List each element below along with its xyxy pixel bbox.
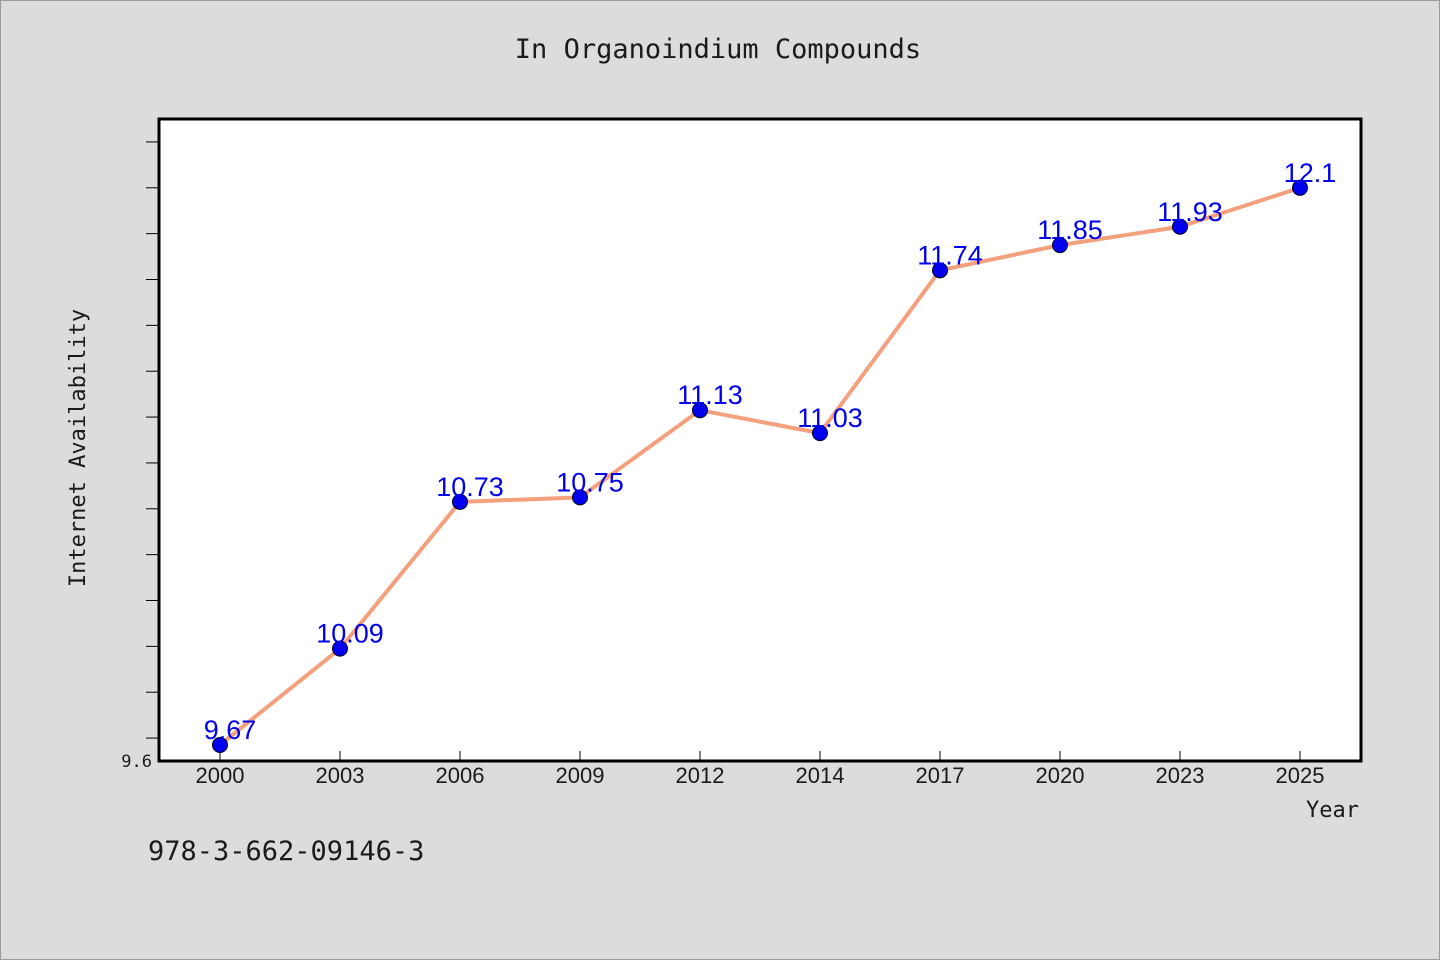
y-tick-label: 9.6 — [121, 752, 152, 772]
data-point — [572, 489, 588, 506]
data-point — [1292, 179, 1308, 196]
x-tick-label: 2003 — [316, 763, 365, 788]
data-point — [1052, 237, 1068, 254]
x-tick-label: 2012 — [676, 763, 725, 788]
data-point — [212, 736, 228, 753]
x-axis-ticks: 2000 2003 2006 2009 2012 2014 2017 2020 2023 2025 — [196, 751, 1325, 788]
x-tick-label: 2017 — [916, 763, 965, 788]
y-axis-title: Internet Availability — [66, 309, 91, 587]
x-tick-label: 2009 — [556, 763, 605, 788]
data-point — [692, 402, 708, 419]
x-tick-label: 2006 — [436, 763, 485, 788]
data-point — [932, 262, 948, 279]
data-label: 11.03 — [797, 403, 863, 433]
x-tick-label: 2014 — [796, 763, 845, 788]
isbn-caption: 978-3-662-09146-3 — [148, 836, 425, 867]
plot-area — [157, 117, 1363, 763]
x-axis-title: Year — [1306, 798, 1359, 823]
y-axis-ticks: 9.6 — [121, 141, 159, 772]
data-point — [812, 425, 828, 442]
x-tick-label: 2023 — [1156, 763, 1205, 788]
x-tick-label: 2020 — [1036, 763, 1085, 788]
data-label: 12.1 — [1284, 158, 1337, 188]
data-label: 10.75 — [556, 467, 624, 497]
data-label: 11.85 — [1037, 215, 1103, 245]
data-label: 10.09 — [316, 619, 384, 649]
data-labels-layer: 9.67 10.09 10.73 10.75 11.13 11.03 11.74 11.85 1… — [204, 158, 1337, 745]
data-label: 11.74 — [917, 240, 983, 270]
data-label: 11.93 — [1157, 197, 1223, 227]
data-point — [1172, 218, 1188, 235]
data-label: 10.73 — [436, 472, 504, 502]
series-line — [218, 185, 1301, 747]
series-layer — [212, 179, 1308, 753]
x-tick-label: 2025 — [1276, 763, 1325, 788]
data-label: 11.13 — [677, 380, 743, 410]
data-point — [332, 640, 348, 657]
chart-title: In Organoindium Compounds — [514, 34, 922, 65]
data-label: 9.67 — [204, 715, 257, 745]
data-point — [452, 493, 468, 510]
x-tick-label: 2000 — [196, 763, 245, 788]
